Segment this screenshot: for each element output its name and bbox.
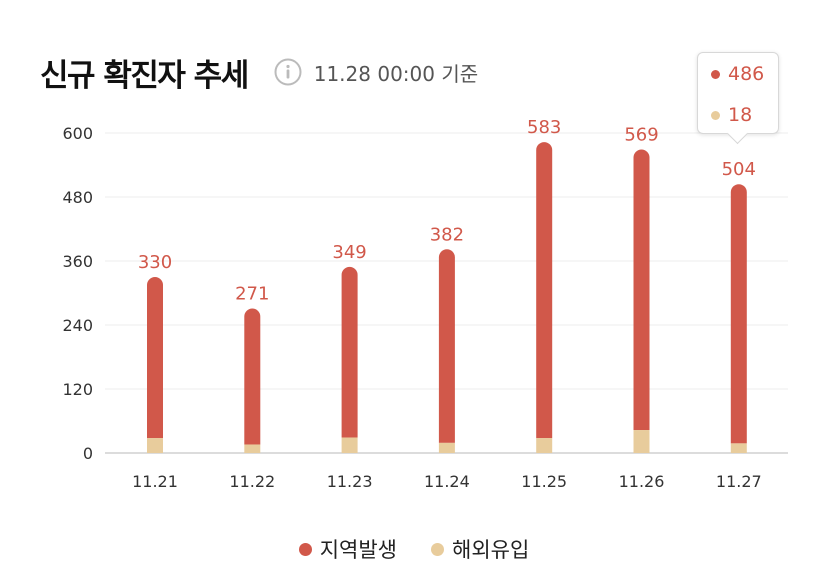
bar-value-label: 583	[527, 117, 561, 138]
bar-domestic	[438, 249, 455, 443]
bar-overseas	[536, 438, 553, 453]
chart-header: 신규 확진자 추세 11.28 00:00 기준	[40, 50, 478, 94]
y-tick-label: 120	[62, 380, 93, 399]
x-tick-label: 11.21	[132, 472, 178, 491]
bar-value-label: 349	[332, 242, 366, 263]
legend-item-domestic[interactable]: 지역발생	[298, 534, 397, 564]
y-tick-label: 0	[83, 444, 93, 463]
bar-value-label: 382	[430, 224, 464, 245]
bar-overseas	[244, 444, 261, 453]
legend-domestic-dot	[298, 542, 312, 556]
bar-domestic	[536, 142, 553, 439]
y-tick-label: 360	[62, 252, 93, 271]
legend: 지역발생 해외유입	[0, 534, 828, 564]
tooltip-domestic-value: 486	[728, 63, 765, 85]
bar-overseas	[633, 430, 650, 453]
bar-domestic	[730, 184, 747, 444]
bar-value-label: 330	[138, 252, 172, 273]
bar-domestic	[244, 308, 261, 445]
legend-domestic-label: 지역발생	[319, 538, 397, 562]
bar-domestic	[341, 266, 358, 438]
bar-overseas	[341, 437, 358, 453]
bar-overseas	[438, 442, 455, 453]
tooltip-domestic-dot	[711, 69, 720, 79]
x-tick-label: 11.22	[229, 472, 275, 491]
legend-overseas-dot	[431, 542, 444, 556]
x-tick-label: 11.26	[619, 472, 665, 491]
legend-overseas-label: 해외유입	[452, 538, 530, 562]
bar-overseas	[147, 438, 163, 453]
tooltip-overseas-dot	[711, 110, 720, 120]
x-tick-label: 11.25	[521, 472, 567, 491]
bar-domestic	[147, 277, 163, 439]
x-tick-label: 11.27	[716, 472, 762, 491]
x-tick-label: 11.23	[327, 472, 373, 491]
y-tick-label: 480	[62, 188, 93, 207]
y-tick-label: 240	[62, 316, 93, 335]
x-tick-label: 11.24	[424, 472, 470, 491]
tooltip-overseas-value: 18	[728, 104, 753, 126]
chart-title: 신규 확진자 추세	[40, 57, 249, 94]
basis-time: 11.28 00:00 기준	[313, 61, 479, 86]
info-icon[interactable]	[274, 58, 302, 86]
bar-domestic	[633, 149, 650, 431]
tooltip: 486 18	[697, 52, 779, 145]
tooltip-overseas-row: 18	[711, 104, 752, 126]
bar-value-label: 271	[235, 283, 269, 304]
legend-item-overseas[interactable]: 해외유입	[431, 534, 529, 564]
tooltip-domestic-row: 486	[711, 63, 764, 85]
bar-value-label: 569	[624, 125, 658, 146]
y-tick-label: 600	[62, 124, 93, 143]
bar-value-label: 504	[722, 159, 756, 180]
bar-overseas	[730, 443, 747, 453]
